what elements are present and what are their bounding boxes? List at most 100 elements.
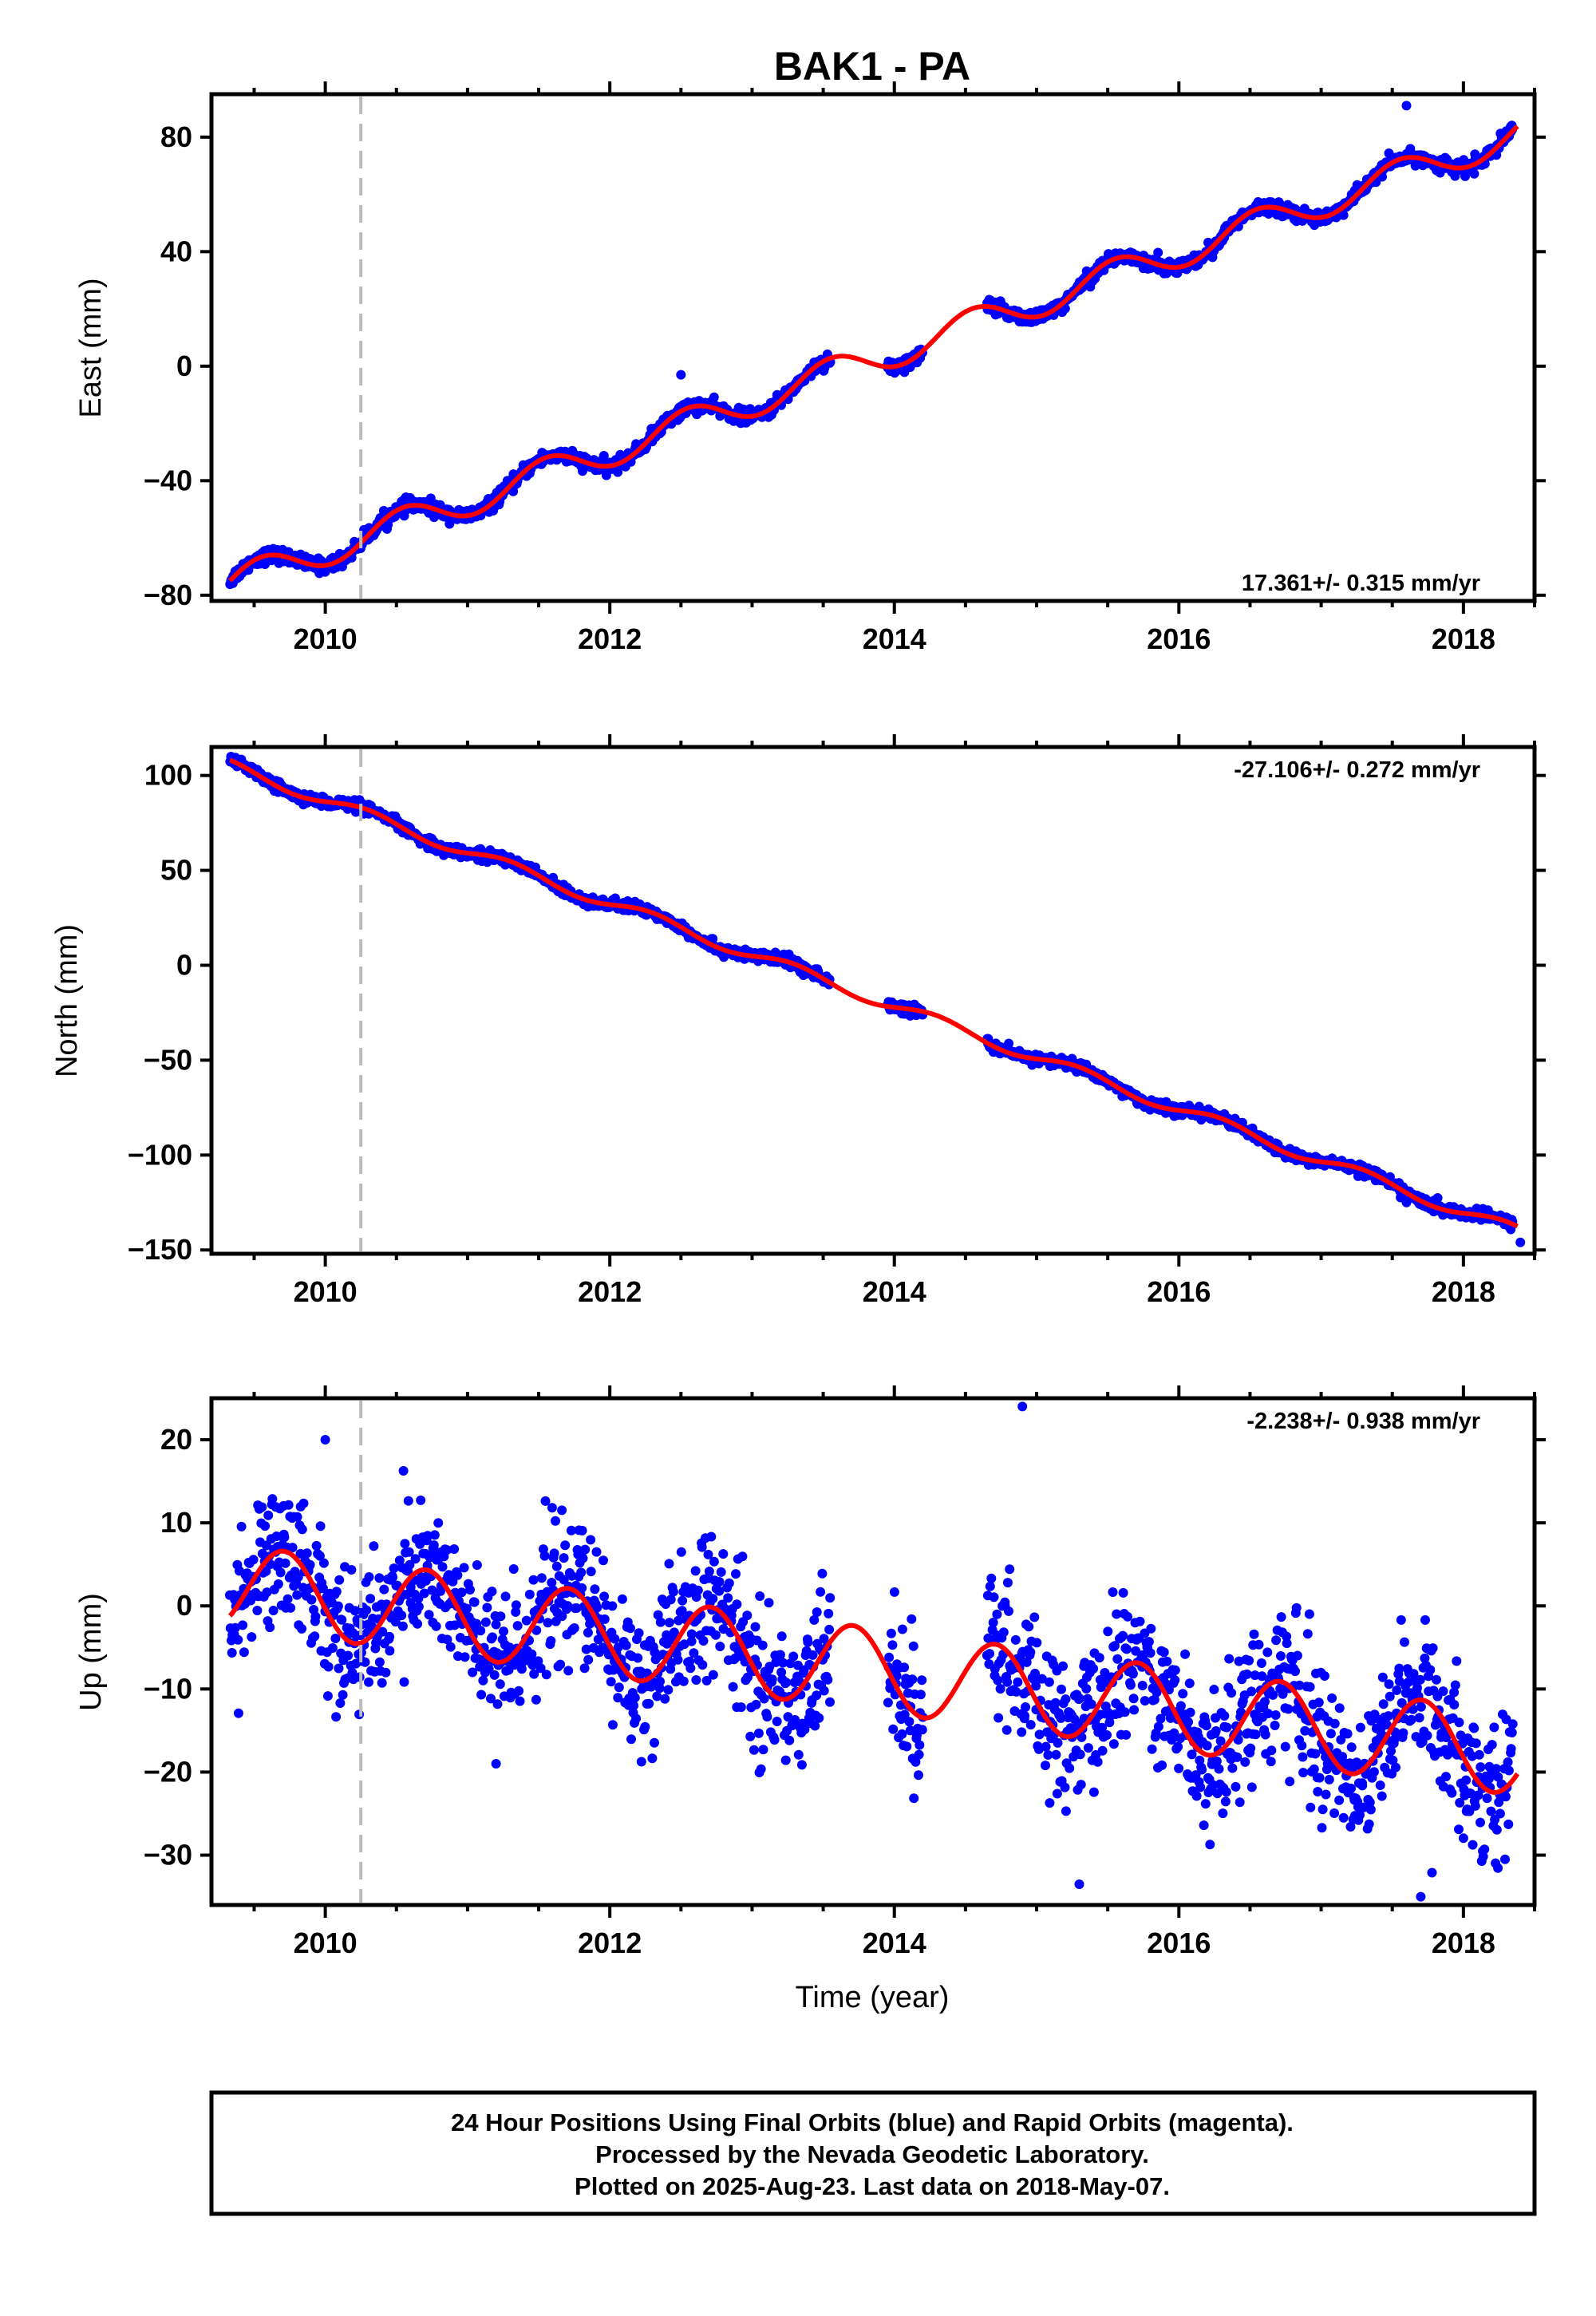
up-data-point xyxy=(640,1721,650,1732)
north-y-tick-label: 100 xyxy=(144,759,192,792)
up-data-point xyxy=(1246,1743,1256,1753)
up-data-point xyxy=(755,1591,765,1601)
up-data-point xyxy=(292,1512,302,1522)
east-data-point xyxy=(1338,210,1349,220)
up-data-point xyxy=(664,1618,674,1628)
up-data-point xyxy=(633,1653,643,1663)
up-data-point xyxy=(286,1603,296,1613)
up-data-point xyxy=(1045,1798,1055,1808)
up-data-point xyxy=(1052,1788,1062,1799)
up-data-point xyxy=(279,1532,290,1543)
up-data-point xyxy=(788,1651,799,1662)
up-data-point xyxy=(823,1674,833,1685)
up-data-point xyxy=(1254,1639,1264,1650)
east-y-tick-label: 80 xyxy=(160,121,192,153)
up-data-point xyxy=(676,1547,686,1557)
east-rate-label: 17.361+/- 0.315 mm/yr xyxy=(1242,571,1480,596)
up-y-tick-label: 10 xyxy=(160,1506,192,1539)
up-data-point xyxy=(816,1587,826,1597)
up-data-point xyxy=(1201,1721,1211,1731)
up-data-point xyxy=(1029,1612,1040,1622)
up-data-point xyxy=(403,1496,413,1506)
up-data-point xyxy=(399,1677,409,1687)
up-data-point xyxy=(697,1660,708,1670)
up-data-point xyxy=(758,1745,768,1755)
up-data-point xyxy=(531,1694,541,1705)
up-data-point xyxy=(1185,1707,1195,1717)
up-data-point xyxy=(273,1579,283,1589)
up-data-point xyxy=(708,1670,718,1680)
up-data-point xyxy=(812,1607,822,1617)
up-data-point xyxy=(365,1594,376,1604)
up-data-point xyxy=(456,1587,467,1598)
up-data-point xyxy=(1218,1808,1228,1819)
up-data-point xyxy=(889,1587,899,1597)
up-data-point xyxy=(239,1647,249,1658)
up-data-point xyxy=(989,1592,999,1603)
up-data-point xyxy=(1010,1634,1021,1645)
up-data-point xyxy=(334,1663,344,1674)
up-data-point xyxy=(888,1724,899,1734)
up-data-point xyxy=(1170,1675,1180,1686)
up-data-point xyxy=(252,1606,263,1615)
up-data-point xyxy=(899,1662,910,1673)
up-data-point xyxy=(472,1560,482,1570)
up-data-point xyxy=(555,1659,566,1670)
up-data-point xyxy=(238,1620,248,1630)
up-data-point xyxy=(678,1595,688,1606)
up-data-point xyxy=(257,1502,267,1512)
up-data-point xyxy=(1083,1743,1093,1753)
east-panel: East (mm) 17.361+/- 0.315 mm/yr 80400−40… xyxy=(74,81,1546,655)
up-data-point xyxy=(1215,1736,1226,1746)
up-data-point xyxy=(265,1622,275,1633)
up-data-point xyxy=(480,1617,491,1627)
up-data-point xyxy=(400,1539,410,1549)
up-data-point xyxy=(708,1594,718,1604)
up-data-point xyxy=(491,1619,501,1630)
up-data-point xyxy=(445,1642,456,1652)
east-data-point xyxy=(1460,171,1470,181)
up-data-point xyxy=(298,1498,309,1508)
up-data-point xyxy=(528,1575,539,1585)
east-y-tick-label: 40 xyxy=(160,235,192,267)
north-x-tick-label: 2016 xyxy=(1147,1275,1211,1308)
up-data-point xyxy=(1108,1739,1119,1749)
up-data-point xyxy=(693,1585,703,1595)
east-x-ticks: 2010 2012 2014 2016 2018 xyxy=(252,81,1536,655)
up-data-point xyxy=(586,1535,596,1545)
up-data-point xyxy=(909,1793,919,1804)
up-data-point xyxy=(817,1568,828,1579)
up-data-point xyxy=(338,1690,348,1700)
up-data-point xyxy=(546,1636,556,1646)
up-data-point xyxy=(1135,1616,1145,1626)
up-data-point xyxy=(753,1728,764,1738)
up-data-point xyxy=(521,1615,531,1626)
up-data-point xyxy=(1157,1760,1167,1770)
up-data-point xyxy=(280,1558,290,1568)
up-data-point xyxy=(630,1693,640,1703)
up-data-point xyxy=(416,1495,426,1505)
up-data-point xyxy=(389,1563,399,1574)
up-data-point xyxy=(536,1573,547,1583)
east-data-points xyxy=(225,101,1518,590)
up-data-point xyxy=(1224,1654,1235,1664)
up-data-point xyxy=(1162,1656,1172,1666)
up-data-point xyxy=(1065,1763,1075,1773)
up-y-tick-label: −20 xyxy=(144,1755,192,1788)
up-data-point xyxy=(459,1563,469,1573)
up-data-point xyxy=(364,1572,374,1582)
up-data-point xyxy=(492,1699,503,1709)
up-data-point xyxy=(599,1591,610,1602)
up-data-point xyxy=(397,1621,408,1631)
north-plot-frame xyxy=(209,745,1537,1256)
up-data-point xyxy=(488,1632,498,1642)
up-data-point xyxy=(704,1567,714,1576)
up-data-point xyxy=(1025,1647,1036,1658)
up-data-point xyxy=(606,1677,616,1687)
up-data-point xyxy=(354,1709,365,1720)
up-data-point xyxy=(716,1567,726,1577)
up-data-point xyxy=(724,1578,734,1588)
up-data-point xyxy=(1005,1564,1015,1575)
up-data-point xyxy=(310,1631,320,1642)
